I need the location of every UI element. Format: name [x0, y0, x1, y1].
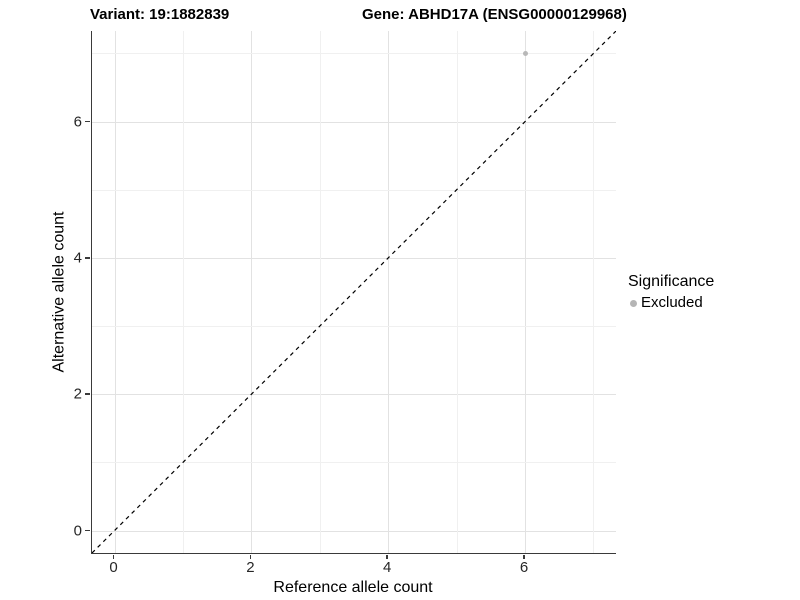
- minor-gridline-y-5: [92, 189, 616, 191]
- identity-line: [92, 31, 616, 553]
- x-tick-mark-0: [112, 554, 115, 560]
- minor-gridline-x-3: [319, 31, 321, 553]
- major-gridline-x-4: [388, 31, 390, 553]
- y-tick-mark-2: [85, 393, 90, 395]
- x-tick-label-6: 6: [519, 559, 529, 576]
- major-gridline-y-2: [92, 394, 616, 396]
- minor-gridline-x-1: [182, 31, 184, 553]
- plot-title-gene: Gene: ABHD17A (ENSG00000129968): [362, 6, 627, 23]
- legend-point-icon: [630, 299, 637, 307]
- y-tick-label-2: 2: [73, 385, 82, 403]
- legend: Significance Excluded: [628, 272, 714, 312]
- minor-gridline-x-7: [593, 31, 595, 553]
- legend-title: Significance: [628, 273, 715, 290]
- major-gridline-y-4: [92, 257, 616, 259]
- x-tick-label-2: 2: [246, 559, 255, 576]
- x-tick-mark-4: [386, 554, 388, 560]
- x-tick-label-0: 0: [109, 559, 118, 576]
- y-tick-mark-4: [85, 257, 90, 259]
- y-tick-label-0: 0: [73, 522, 82, 539]
- minor-gridline-y-3: [92, 326, 616, 328]
- y-tick-label-4: 4: [73, 249, 82, 267]
- plot-panel: [91, 31, 616, 554]
- x-tick-mark-2: [249, 554, 252, 560]
- y-axis-title: Alternative allele count: [50, 211, 68, 373]
- x-axis-title: Reference allele count: [273, 579, 433, 596]
- major-gridline-x-0: [114, 31, 116, 553]
- legend-item-label: Excluded: [641, 294, 703, 311]
- y-tick-label-6: 6: [73, 113, 82, 131]
- minor-gridline-y-7: [92, 53, 616, 55]
- x-tick-label-4: 4: [383, 559, 392, 576]
- x-tick-mark-6: [523, 554, 525, 560]
- major-gridline-y-0: [92, 530, 616, 532]
- major-gridline-x-2: [251, 31, 253, 553]
- minor-gridline-x-5: [456, 31, 458, 553]
- plot-title-variant: Variant: 19:1882839: [90, 6, 230, 23]
- data-point-excluded-6-7: [522, 50, 528, 56]
- minor-gridline-y-1: [92, 462, 616, 464]
- major-gridline-y-6: [92, 121, 616, 123]
- legend-item-excluded: Excluded: [628, 294, 714, 312]
- y-tick-mark-0: [85, 529, 90, 532]
- major-gridline-x-6: [525, 31, 527, 553]
- y-tick-mark-6: [85, 120, 90, 123]
